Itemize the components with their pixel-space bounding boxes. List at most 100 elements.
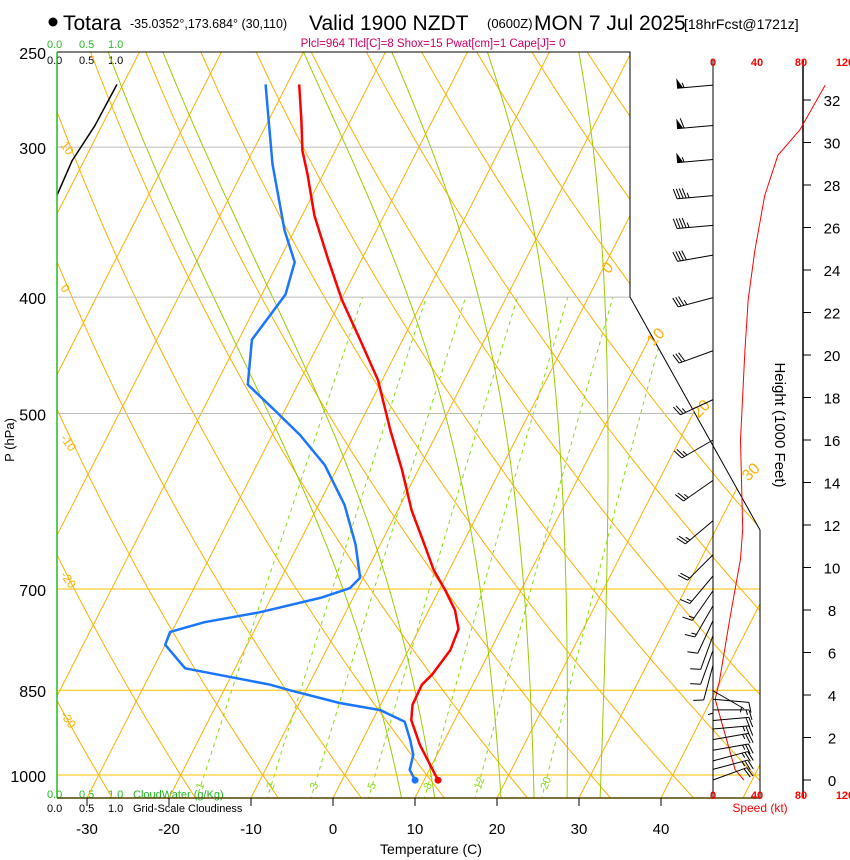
speed-tick-label: 120 (836, 790, 850, 802)
barb-full (672, 354, 680, 364)
barb-full (687, 651, 698, 654)
wind-barb (675, 479, 714, 502)
barb-full (675, 218, 681, 229)
barb-full (678, 535, 688, 543)
cloudwater-tick: 0.5 (79, 39, 94, 51)
wind-speed-line (714, 84, 826, 781)
dry-adiabat-line (627, 52, 760, 798)
barb-full (675, 251, 681, 262)
barb-full (744, 752, 751, 762)
isotherm-line (656, 52, 760, 798)
wind-barb (680, 575, 714, 605)
barb-half (688, 615, 695, 619)
barb-full (675, 297, 682, 307)
dry-adiabat-line (57, 52, 368, 798)
barb-staff (712, 716, 749, 721)
barb-full (748, 717, 754, 728)
temperature-tick-label: 0 (329, 821, 337, 838)
wind-barb (712, 759, 754, 770)
cloudiness-tick: 1.0 (108, 55, 123, 67)
temperature-tick-label: 10 (407, 821, 424, 838)
isotherm-line (57, 52, 315, 798)
barb-half (686, 598, 692, 602)
dry-adiabat-line (191, 52, 701, 798)
cloudiness-line (57, 84, 118, 196)
height-tick-label: 16 (824, 433, 841, 450)
pressure-tick-label: 250 (19, 46, 46, 63)
barb-full (681, 188, 687, 199)
barb-full (744, 760, 751, 770)
barb-full (680, 598, 691, 605)
cloudiness-tick: 0.5 (79, 55, 94, 67)
wind-barb (712, 751, 754, 762)
mixing-ratio-line (195, 297, 364, 798)
barb-staff (691, 590, 714, 621)
pressure-tick-label: 850 (19, 684, 46, 701)
barb-full (672, 218, 678, 229)
valid-date: MON 7 Jul 2025 (534, 12, 686, 35)
dry-adiabat-line (792, 31, 850, 806)
barb-full (678, 574, 688, 581)
barb-full (680, 572, 690, 579)
barb-half (742, 734, 746, 740)
wind-barb (712, 732, 754, 744)
wind-barb (693, 665, 714, 701)
moist-adiabat-line (382, 52, 535, 798)
wind-barb (676, 520, 714, 545)
cloudiness-tick: 0.0 (47, 803, 62, 815)
barb-half (682, 451, 688, 456)
cloudwater-tick: 0.0 (47, 39, 62, 51)
surface-dewpoint-marker (411, 776, 419, 784)
temperature-tick-label: 40 (653, 821, 670, 838)
isotherm-line (57, 52, 233, 798)
barb-full (690, 668, 701, 670)
barb-full (678, 218, 684, 229)
pressure-tick-label: 300 (19, 141, 46, 158)
barb-half (742, 744, 746, 750)
isotherm-line (57, 52, 397, 798)
barb-full (678, 188, 684, 199)
barb-full (675, 494, 684, 502)
wind-barb (672, 350, 714, 364)
barb-half (686, 222, 690, 228)
mixing-ratio-line (309, 297, 467, 798)
barb-half (707, 712, 714, 716)
barb-half (681, 156, 685, 163)
cloudiness-tick: 0.5 (79, 803, 94, 815)
temperature-tick-label: 20 (489, 821, 506, 838)
barb-staff (712, 743, 749, 751)
barb-staff (678, 297, 714, 308)
barb-full (676, 537, 686, 545)
wind-barb (712, 725, 754, 737)
wind-barb (676, 118, 714, 130)
barb-full (748, 702, 752, 713)
isotherm-line (492, 52, 760, 798)
barb-full (677, 492, 687, 500)
barb-half (681, 408, 687, 413)
height-tick-label: 28 (824, 178, 841, 195)
dry-adiabat-line (57, 52, 118, 798)
barb-full (745, 717, 751, 728)
barb-staff (700, 650, 714, 685)
wind-barb (676, 78, 714, 89)
mixing-ratio-line (423, 297, 569, 798)
moist-adiabat-line (153, 52, 437, 798)
wind-barb (690, 635, 714, 670)
wind-barb (684, 605, 714, 638)
dry-adiabat-line (57, 52, 451, 798)
wind-barb (713, 709, 753, 721)
cloudiness-label: Grid-Scale Cloudiness (133, 803, 243, 815)
dewpoint-line (163, 84, 417, 781)
wind-barb (690, 650, 714, 685)
mixing-ratio-line (266, 297, 427, 798)
pressure-tick-label: 1000 (10, 769, 46, 786)
height-tick-label: 10 (824, 561, 841, 578)
mixing-ratio-label: 2 (264, 781, 277, 791)
barb-staff (679, 350, 714, 364)
height-tick-label: 6 (828, 646, 836, 663)
moist-adiabat-line (293, 52, 502, 798)
dry-adiabat-line (409, 52, 760, 798)
profiles (57, 84, 460, 784)
theta-label: -20 (58, 569, 80, 592)
temperature-tick-label: -20 (158, 821, 180, 838)
